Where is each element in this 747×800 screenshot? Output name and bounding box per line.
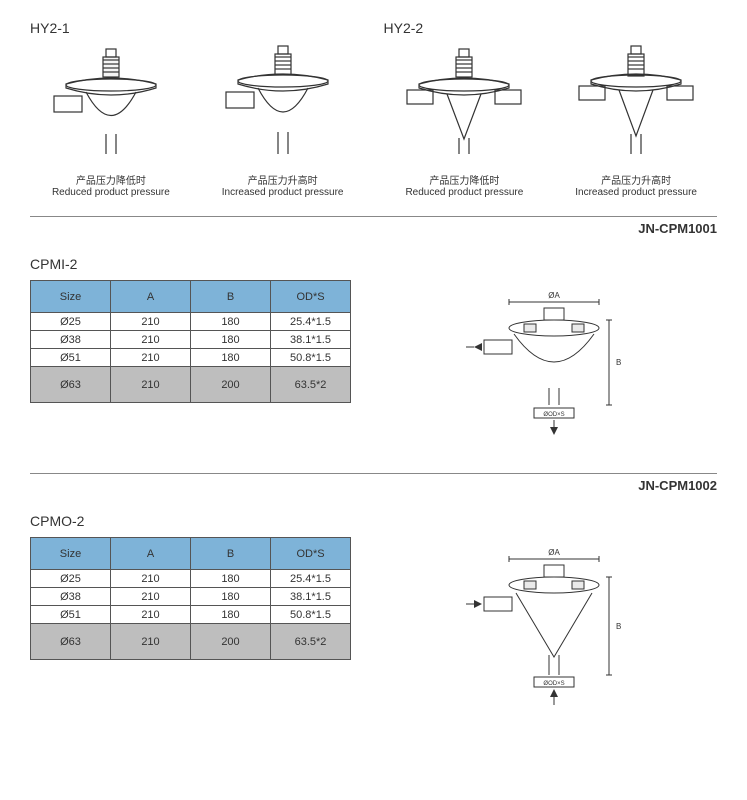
th-od: OD*S <box>271 281 351 313</box>
table-row: Ø5121018050.8*1.5 <box>31 349 351 367</box>
svg-text:ØOD×S: ØOD×S <box>543 681 564 687</box>
model-code: JN-CPM1002 <box>30 478 717 493</box>
caption-cn: 产品压力降低时 <box>384 172 546 187</box>
th-size: Size <box>31 538 111 570</box>
fig-hy2-1-reduced: 产品压力降低时 Reduced product pressure <box>30 44 192 198</box>
divider <box>30 216 717 217</box>
group-title: HY2-2 <box>384 20 718 36</box>
section-title: CPMO-2 <box>30 513 717 529</box>
caption-en: Increased product pressure <box>202 187 364 198</box>
dimension-figure-cpmi2: ØA B ØOD×S <box>391 280 717 443</box>
th-a: A <box>111 281 191 313</box>
th-b: B <box>191 538 271 570</box>
valve-icon <box>46 44 176 164</box>
section-cpmo2: CPMO-2 Size A B OD*S Ø2521018025.4*1.5 Ø… <box>30 513 717 710</box>
table-row: Ø2521018025.4*1.5 <box>31 570 351 588</box>
table-row: Ø2521018025.4*1.5 <box>31 313 351 331</box>
th-a: A <box>111 538 191 570</box>
dimension-figure-cpmo2: ØA B ØOD×S <box>391 537 717 710</box>
svg-text:B: B <box>616 622 621 631</box>
table-row: Ø3821018038.1*1.5 <box>31 588 351 606</box>
table-row: Ø5121018050.8*1.5 <box>31 606 351 624</box>
dimension-icon: ØA B ØOD×S <box>454 290 654 440</box>
th-size: Size <box>31 281 111 313</box>
group-hy2-2: HY2-2 产品压力降低时 R <box>384 20 718 198</box>
section-cpmi2: CPMI-2 Size A B OD*S Ø2521018025.4*1.5 Ø… <box>30 256 717 443</box>
model-code: JN-CPM1001 <box>30 221 717 236</box>
svg-text:ØOD×S: ØOD×S <box>543 412 564 418</box>
caption-cn: 产品压力升高时 <box>202 172 364 187</box>
fig-hy2-2-increased: 产品压力升高时 Increased product pressure <box>555 44 717 198</box>
table-row-grey: Ø6321020063.5*2 <box>31 624 351 660</box>
valve-icon <box>399 44 529 164</box>
top-diagram-row: HY2-1 产品压力降低时 Reduced produc <box>30 20 717 198</box>
fig-hy2-1-increased: 产品压力升高时 Increased product pressure <box>202 44 364 198</box>
caption-cn: 产品压力升高时 <box>555 172 717 187</box>
svg-text:ØA: ØA <box>548 548 560 557</box>
section-title: CPMI-2 <box>30 256 717 272</box>
th-od: OD*S <box>271 538 351 570</box>
valve-icon <box>218 44 348 164</box>
caption-en: Increased product pressure <box>555 187 717 198</box>
th-b: B <box>191 281 271 313</box>
caption-cn: 产品压力降低时 <box>30 172 192 187</box>
valve-icon <box>571 44 701 164</box>
dimension-icon: ØA B ØOD×S <box>454 547 654 707</box>
fig-hy2-2-reduced: 产品压力降低时 Reduced product pressure <box>384 44 546 198</box>
caption-en: Reduced product pressure <box>30 187 192 198</box>
spec-table-cpmi2: Size A B OD*S Ø2521018025.4*1.5 Ø3821018… <box>30 280 351 403</box>
group-title: HY2-1 <box>30 20 364 36</box>
table-row-grey: Ø6321020063.5*2 <box>31 367 351 403</box>
caption-en: Reduced product pressure <box>384 187 546 198</box>
group-hy2-1: HY2-1 产品压力降低时 Reduced produc <box>30 20 364 198</box>
spec-table-cpmo2: Size A B OD*S Ø2521018025.4*1.5 Ø3821018… <box>30 537 351 660</box>
divider <box>30 473 717 474</box>
table-row: Ø3821018038.1*1.5 <box>31 331 351 349</box>
svg-text:B: B <box>616 358 621 367</box>
svg-text:ØA: ØA <box>548 291 560 300</box>
